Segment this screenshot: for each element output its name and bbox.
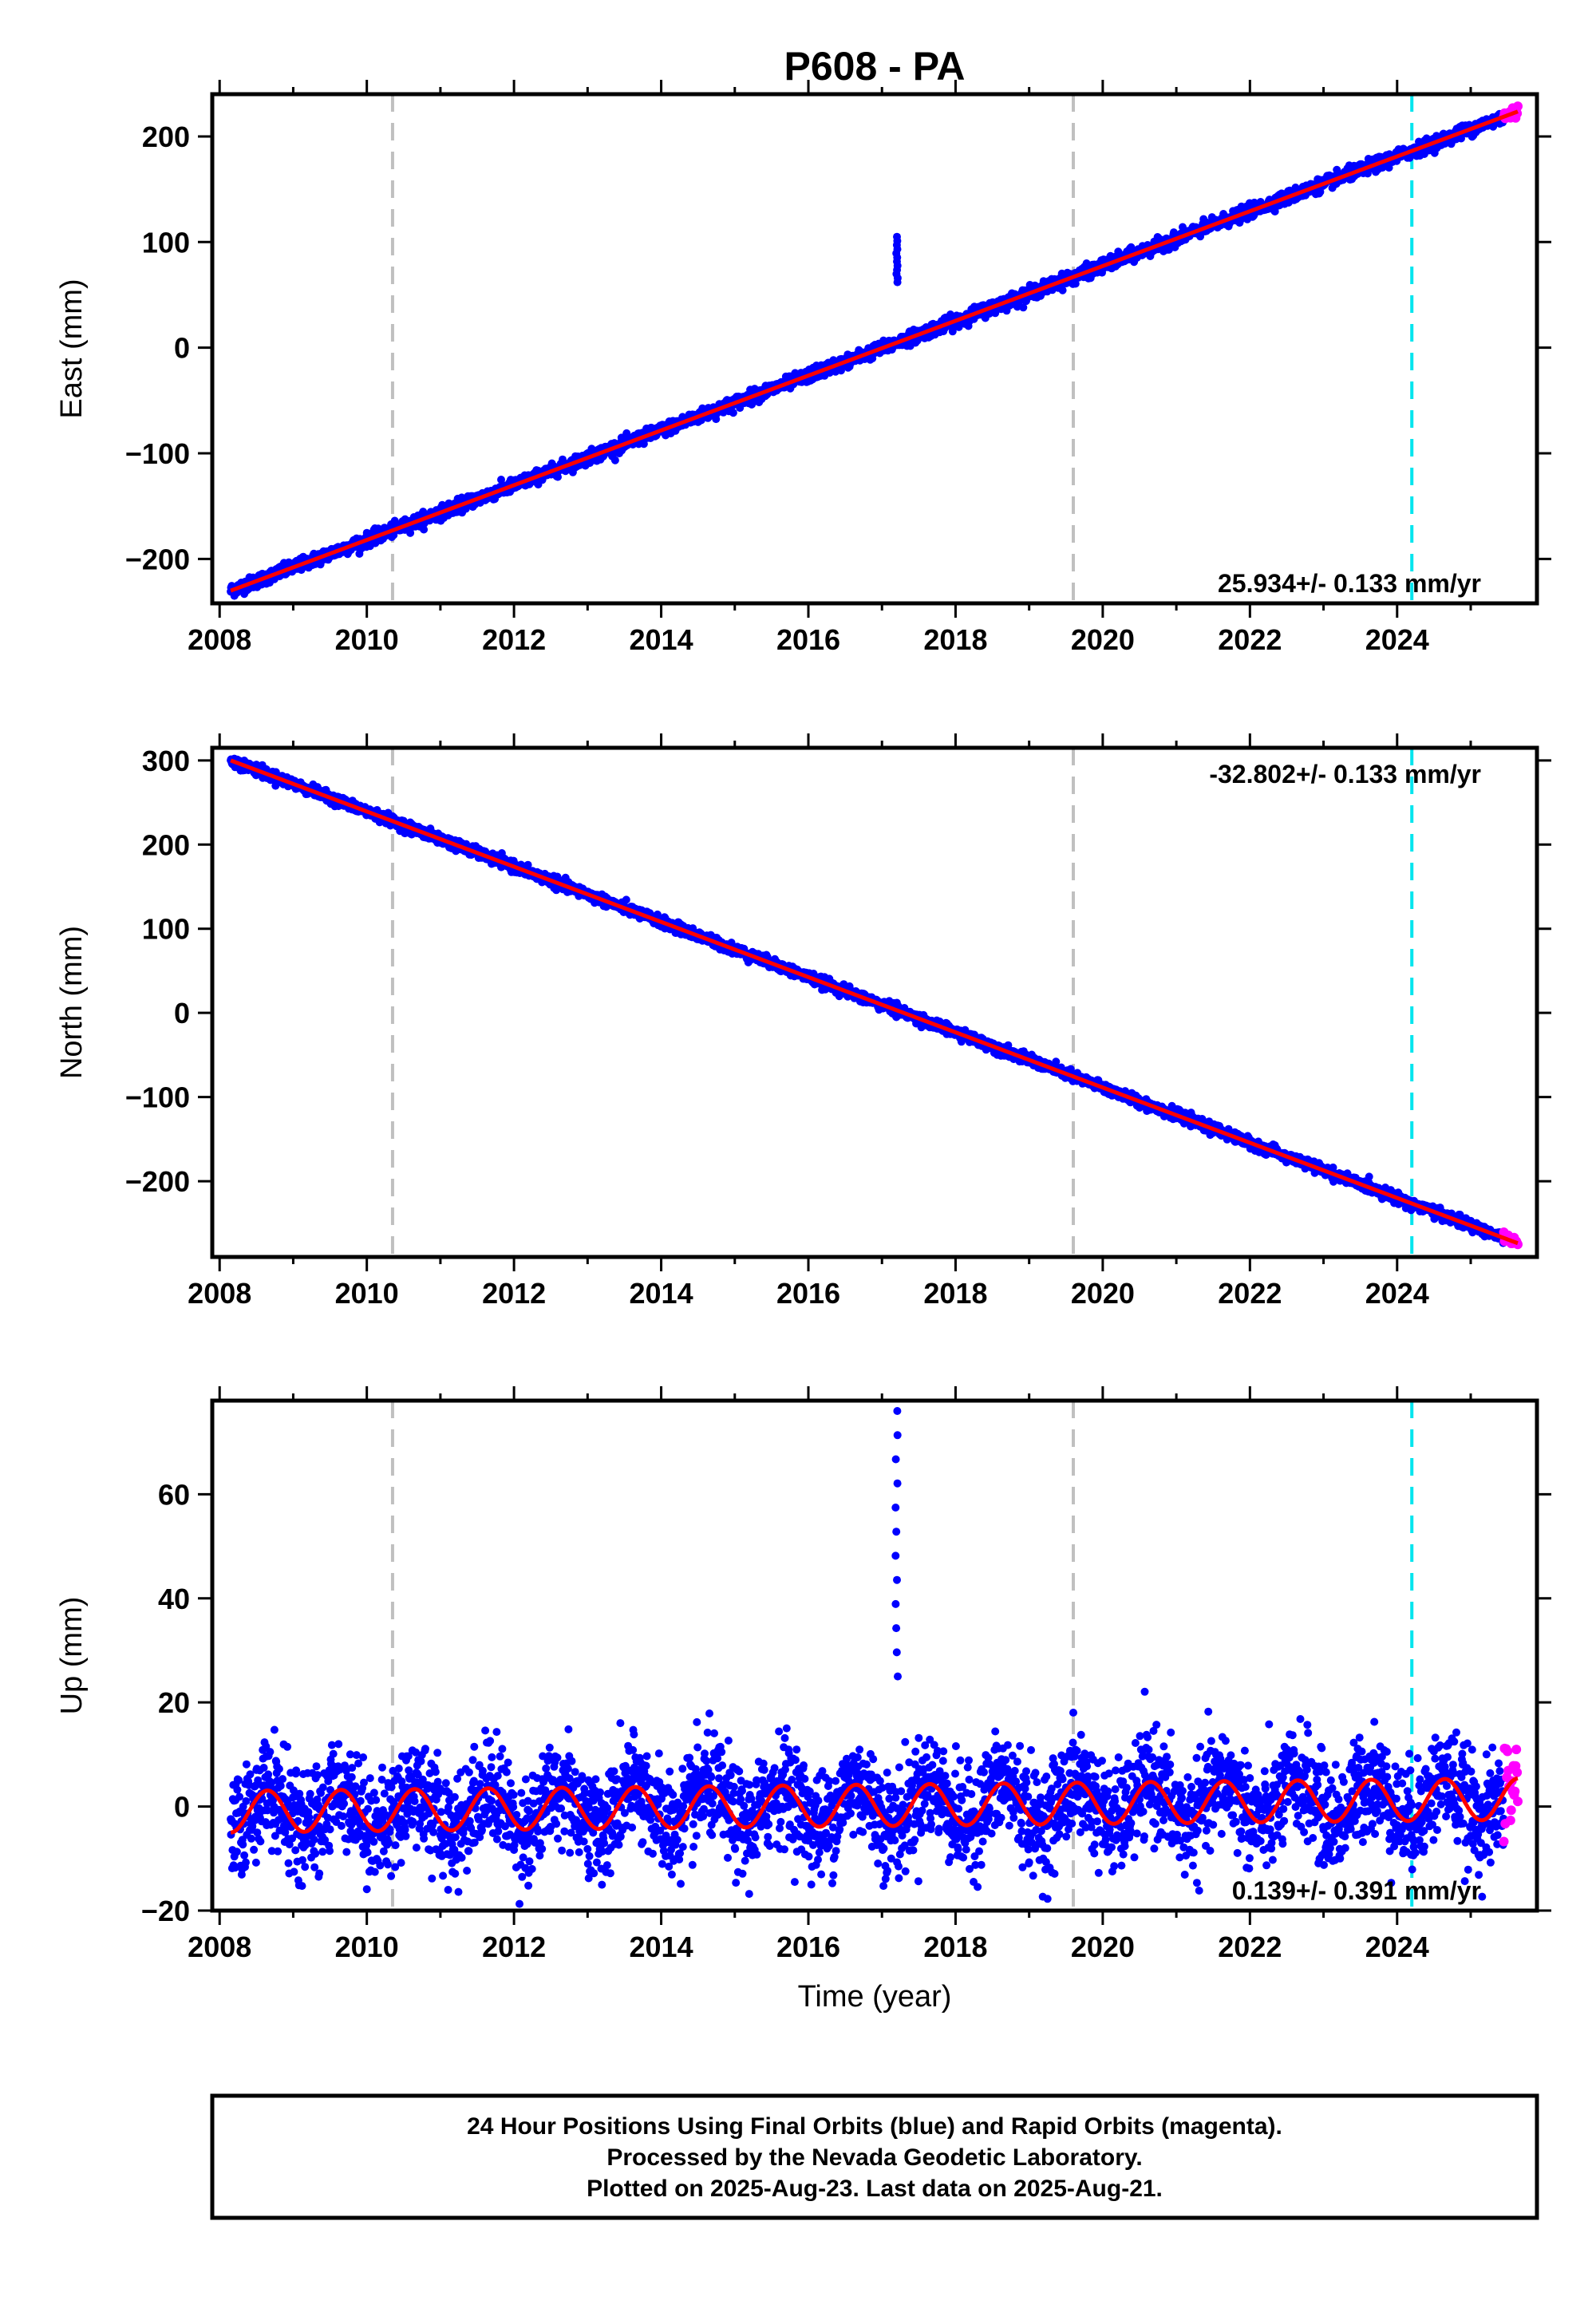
east-model-curve [230,109,1519,593]
east-x-tick-label: 2012 [482,623,546,656]
east-x-tick-label: 2024 [1365,623,1429,656]
east-y-tick-label: 200 [142,121,190,153]
east-rapid-point [1513,101,1523,112]
east-y-tick-label: 0 [174,332,190,365]
east-x-tick-label: 2010 [335,623,399,656]
north-data-point [622,895,630,904]
east-outlier-point [893,232,901,241]
north-plot-area [227,748,1523,1257]
east-x-tick-label: 2022 [1218,623,1282,656]
east-data-point [420,525,429,534]
east-y-tick-label: −100 [125,437,190,470]
east-plot-area [227,94,1523,603]
east-x-tick-label: 2016 [776,623,840,656]
east-y-tick-label: −200 [125,543,190,575]
east-rate-label: 25.934+/- 0.133 mm/yr [1218,569,1481,598]
east-data-point [1071,279,1080,288]
east-y-tick-label: 100 [142,226,190,259]
east-data-point [1019,303,1028,312]
chart-title: P608 - PA [784,44,966,89]
east-x-tick-label: 2014 [630,623,693,656]
east-data-point [948,327,957,336]
east-x-tick-label: 2008 [188,623,251,656]
east-x-tick-label: 2020 [1071,623,1135,656]
east-x-tick-label: 2018 [923,623,987,656]
east-panel: 2008 2010 2012 2014 2016 2018 2020 2022 2024 200 1… [55,80,1551,656]
east-y-axis-label: East (mm) [55,279,89,418]
east-data-point [406,528,415,537]
east-data-point [610,456,619,464]
east-data-point [729,409,737,417]
north-panel: 2008 2010 2012 2014 2016 2018 2020 2022 20243002… [55,733,1551,1310]
east-data-point [1058,286,1067,294]
